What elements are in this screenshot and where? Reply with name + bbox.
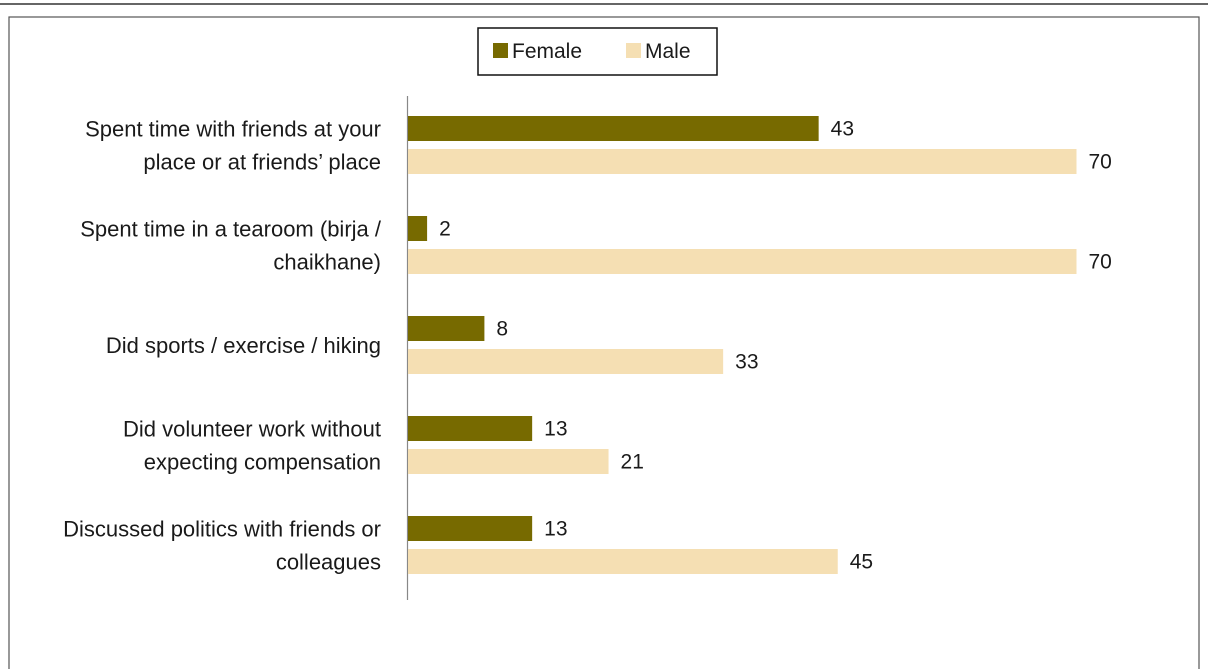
bar-male [408,249,1077,274]
legend-box [477,27,718,76]
data-label-female: 13 [544,518,567,541]
bar-female [408,116,819,141]
bar-male [408,449,609,474]
legend-swatch-female [493,43,508,58]
data-label-male: 70 [1089,251,1112,274]
category-label-line: Did volunteer work without [123,417,381,442]
legend-label-female: Female [512,40,582,63]
data-label-female: 8 [496,318,508,341]
data-label-male: 21 [621,451,644,474]
bars-layer [408,116,1077,574]
labels-layer: Spent time with friends at your place or … [63,117,1112,575]
data-label-female: 2 [439,218,451,241]
category-label-line: Did sports / exercise / hiking [106,333,381,358]
bar-male [408,149,1077,174]
data-label-male: 70 [1089,151,1112,174]
data-label-female: 43 [831,118,854,141]
category-label-line: Discussed politics with friends or [63,517,381,542]
legend: Female Male [477,27,718,76]
bar-female [408,416,533,441]
category-label: Did volunteer work without expecting comp… [123,417,381,475]
category-label-line: expecting compensation [144,450,381,475]
category-label-line: colleagues [276,550,381,575]
category-label-line: Spent time in a tearoom (birja / [80,217,382,242]
legend-swatch-male [626,43,641,58]
data-label-male: 33 [735,351,758,374]
category-label: Spent time in a tearoom (birja / chaikhan… [80,217,382,275]
category-label-line: chaikhane) [273,250,381,275]
bar-female [408,316,485,341]
category-label-line: place or at friends’ place [143,150,381,175]
category-label: Did sports / exercise / hiking [106,333,381,358]
bar-female [408,216,428,241]
category-label: Discussed politics with friends or collea… [63,517,381,575]
legend-label-male: Male [645,40,691,63]
category-label-line: Spent time with friends at your [85,117,381,142]
category-label: Spent time with friends at your place or … [85,117,381,175]
bar-male [408,349,724,374]
data-label-male: 45 [850,551,873,574]
chart-frame [8,16,1200,669]
bar-female [408,516,533,541]
data-label-female: 13 [544,418,567,441]
bar-male [408,549,838,574]
